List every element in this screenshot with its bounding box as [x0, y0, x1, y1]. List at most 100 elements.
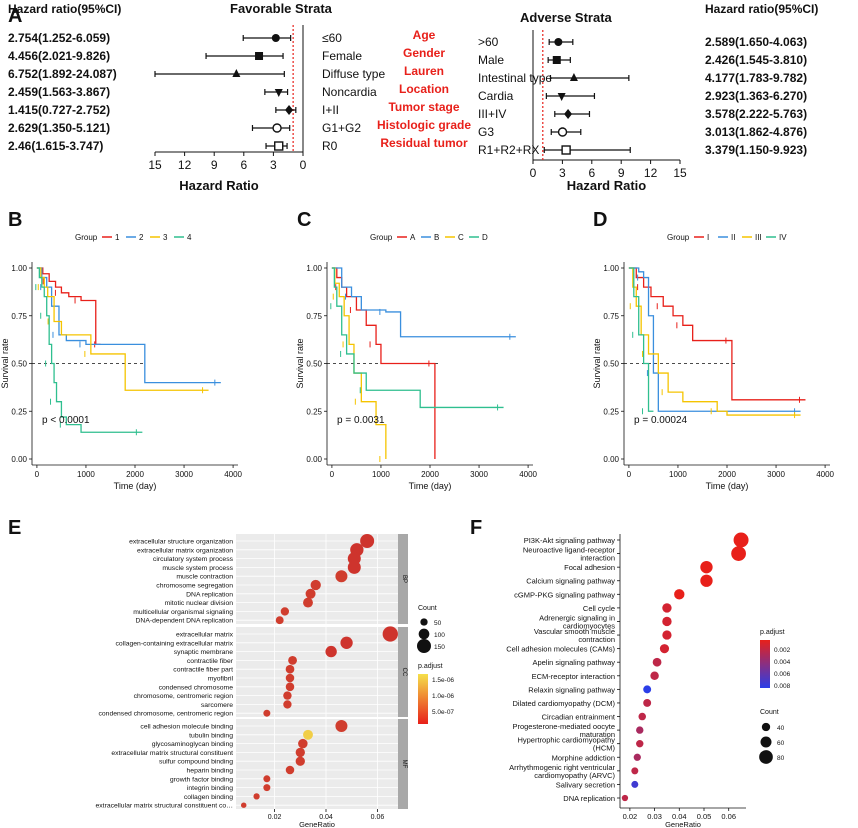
go-term-label: heparin binding — [187, 768, 234, 775]
size-legend-label: 60 — [777, 740, 785, 747]
color-legend-label: 5.0e-07 — [432, 709, 454, 716]
stratum-label-adverse: R1+R2+RX — [478, 143, 539, 157]
hr-point-adverse — [557, 93, 566, 101]
go-dot — [360, 534, 375, 548]
hr-text-adverse: 4.177(1.783-9.782) — [705, 71, 807, 85]
color-legend-title: p.adjust — [418, 663, 443, 670]
y-tick-label: 0.25 — [306, 407, 322, 416]
legend-title: Group — [370, 233, 393, 242]
x-axis-title: Time (day) — [409, 481, 452, 491]
go-term-label: myofibril — [208, 676, 234, 683]
kegg-dot — [643, 698, 652, 707]
color-legend-bar — [418, 674, 428, 724]
y-tick-label: 0.50 — [306, 360, 322, 369]
stratum-label-adverse: Intestinal type — [478, 71, 552, 85]
go-dot — [283, 691, 292, 700]
x-tick-label: 2000 — [126, 470, 144, 479]
go-dot — [285, 682, 295, 692]
legend-label-C: C — [458, 233, 464, 242]
kegg-term-label: Calcium signaling pathway — [526, 577, 615, 586]
p-value: p < 0.0001 — [42, 415, 90, 426]
kegg-dot — [659, 644, 670, 654]
go-term-label: extracellular matrix structural constitu… — [111, 750, 233, 757]
kegg-term-label: Dilated cardiomyopathy (DCM) — [512, 699, 615, 708]
go-term-label: DNA replication — [186, 591, 233, 598]
kegg-dot — [633, 753, 641, 761]
kegg-term-label: Vascular smooth muscle — [534, 627, 615, 636]
size-legend-dot — [420, 618, 428, 626]
y-tick-label: 1.00 — [603, 264, 619, 273]
go-dot — [253, 793, 260, 800]
go-term-label: sulfur compound binding — [159, 759, 233, 766]
kegg-dot — [631, 780, 639, 788]
hr-point-adverse — [554, 38, 563, 46]
color-legend-label: 1.5e-06 — [432, 677, 454, 684]
x-axis-title: Time (day) — [706, 481, 749, 491]
go-dot — [295, 747, 305, 758]
x-tick-label: 0 — [330, 470, 335, 479]
y-tick-label: 0.75 — [11, 312, 27, 321]
size-legend-dot — [761, 722, 771, 732]
variable-label: Tumor stage — [388, 100, 459, 114]
x-tick-label: 4000 — [224, 470, 242, 479]
right-tick-label: 15 — [673, 166, 687, 180]
go-term-label: mitotic nuclear division — [165, 600, 234, 607]
size-legend-title: Count — [760, 709, 779, 716]
hr-point-favorable — [285, 105, 294, 115]
hr-text-adverse: 3.379(1.150-9.923) — [705, 143, 807, 157]
color-legend-label: 0.006 — [774, 671, 791, 678]
go-term-label: multicellular organismal signaling — [133, 609, 233, 616]
go-term-label: growth factor binding — [170, 776, 233, 783]
kegg-dot — [631, 767, 639, 775]
go-term-label: extracellular matrix — [176, 632, 234, 639]
facet-strip-BP — [398, 534, 408, 624]
left-tick-label: 15 — [148, 158, 162, 172]
kegg-term-label: Progesterone-mediated oocyte — [512, 722, 615, 731]
go-dot — [335, 720, 348, 732]
go-term-label: synaptic membrane — [174, 649, 234, 656]
right-tick-label: 6 — [588, 166, 595, 180]
km-curve-1 — [36, 267, 101, 346]
x-tick-label: 4000 — [519, 470, 537, 479]
go-dot — [295, 756, 305, 766]
km-curve-4 — [36, 267, 143, 433]
y-tick-label: 0.75 — [603, 312, 619, 321]
kegg-term-label: Hypertrophic cardiomyopathy — [517, 736, 615, 745]
hr-text-adverse: 3.013(1.862-4.876) — [705, 125, 807, 139]
variable-label: Age — [413, 28, 436, 42]
go-dot — [275, 616, 284, 625]
kegg-term-label: Arrhythmogenic right ventricular — [509, 763, 615, 772]
go-dot — [283, 700, 292, 709]
legend-label-A: A — [410, 233, 416, 242]
y-axis-title: Survival rate — [0, 338, 10, 388]
km-curve-D — [331, 267, 504, 409]
size-legend-label: 40 — [777, 725, 785, 732]
go-term-label: glycosaminoglycan binding — [152, 741, 233, 748]
right-tick-label: 3 — [559, 166, 566, 180]
facet-label-CC: CC — [401, 668, 407, 677]
x-tick-label: 0.02 — [268, 814, 282, 821]
favorable-header: Favorable Strata — [230, 1, 333, 16]
kegg-dot — [700, 560, 713, 574]
color-legend-label: 0.002 — [774, 647, 791, 654]
x-tick-label: 0.05 — [697, 812, 712, 821]
km-curve-III — [628, 267, 801, 416]
p-value: p = 0.0031 — [337, 415, 385, 426]
y-tick-label: 0.50 — [603, 360, 619, 369]
legend-label-1: 1 — [115, 233, 120, 242]
hr-text-favorable: 2.754(1.252-6.059) — [8, 31, 110, 45]
y-tick-label: 0.25 — [11, 407, 27, 416]
y-tick-label: 0.25 — [603, 407, 619, 416]
km-curve-3 — [36, 267, 209, 391]
go-term-label: extracellular structure organization — [129, 539, 233, 546]
panel-label-D: D — [593, 209, 607, 231]
color-legend-label: 0.004 — [774, 659, 791, 666]
panel-b: Group 1 2 3 4 0.00 0.25 0.50 0.75 1.00 0 1000 2000 30… — [0, 233, 243, 491]
go-term-label: DNA-dependent DNA replication — [136, 618, 234, 625]
size-legend-label: 50 — [434, 620, 442, 627]
legend-label-II: II — [731, 233, 735, 242]
kegg-term-label: maturation — [580, 730, 615, 739]
stratum-label-adverse: Cardia — [478, 89, 514, 103]
